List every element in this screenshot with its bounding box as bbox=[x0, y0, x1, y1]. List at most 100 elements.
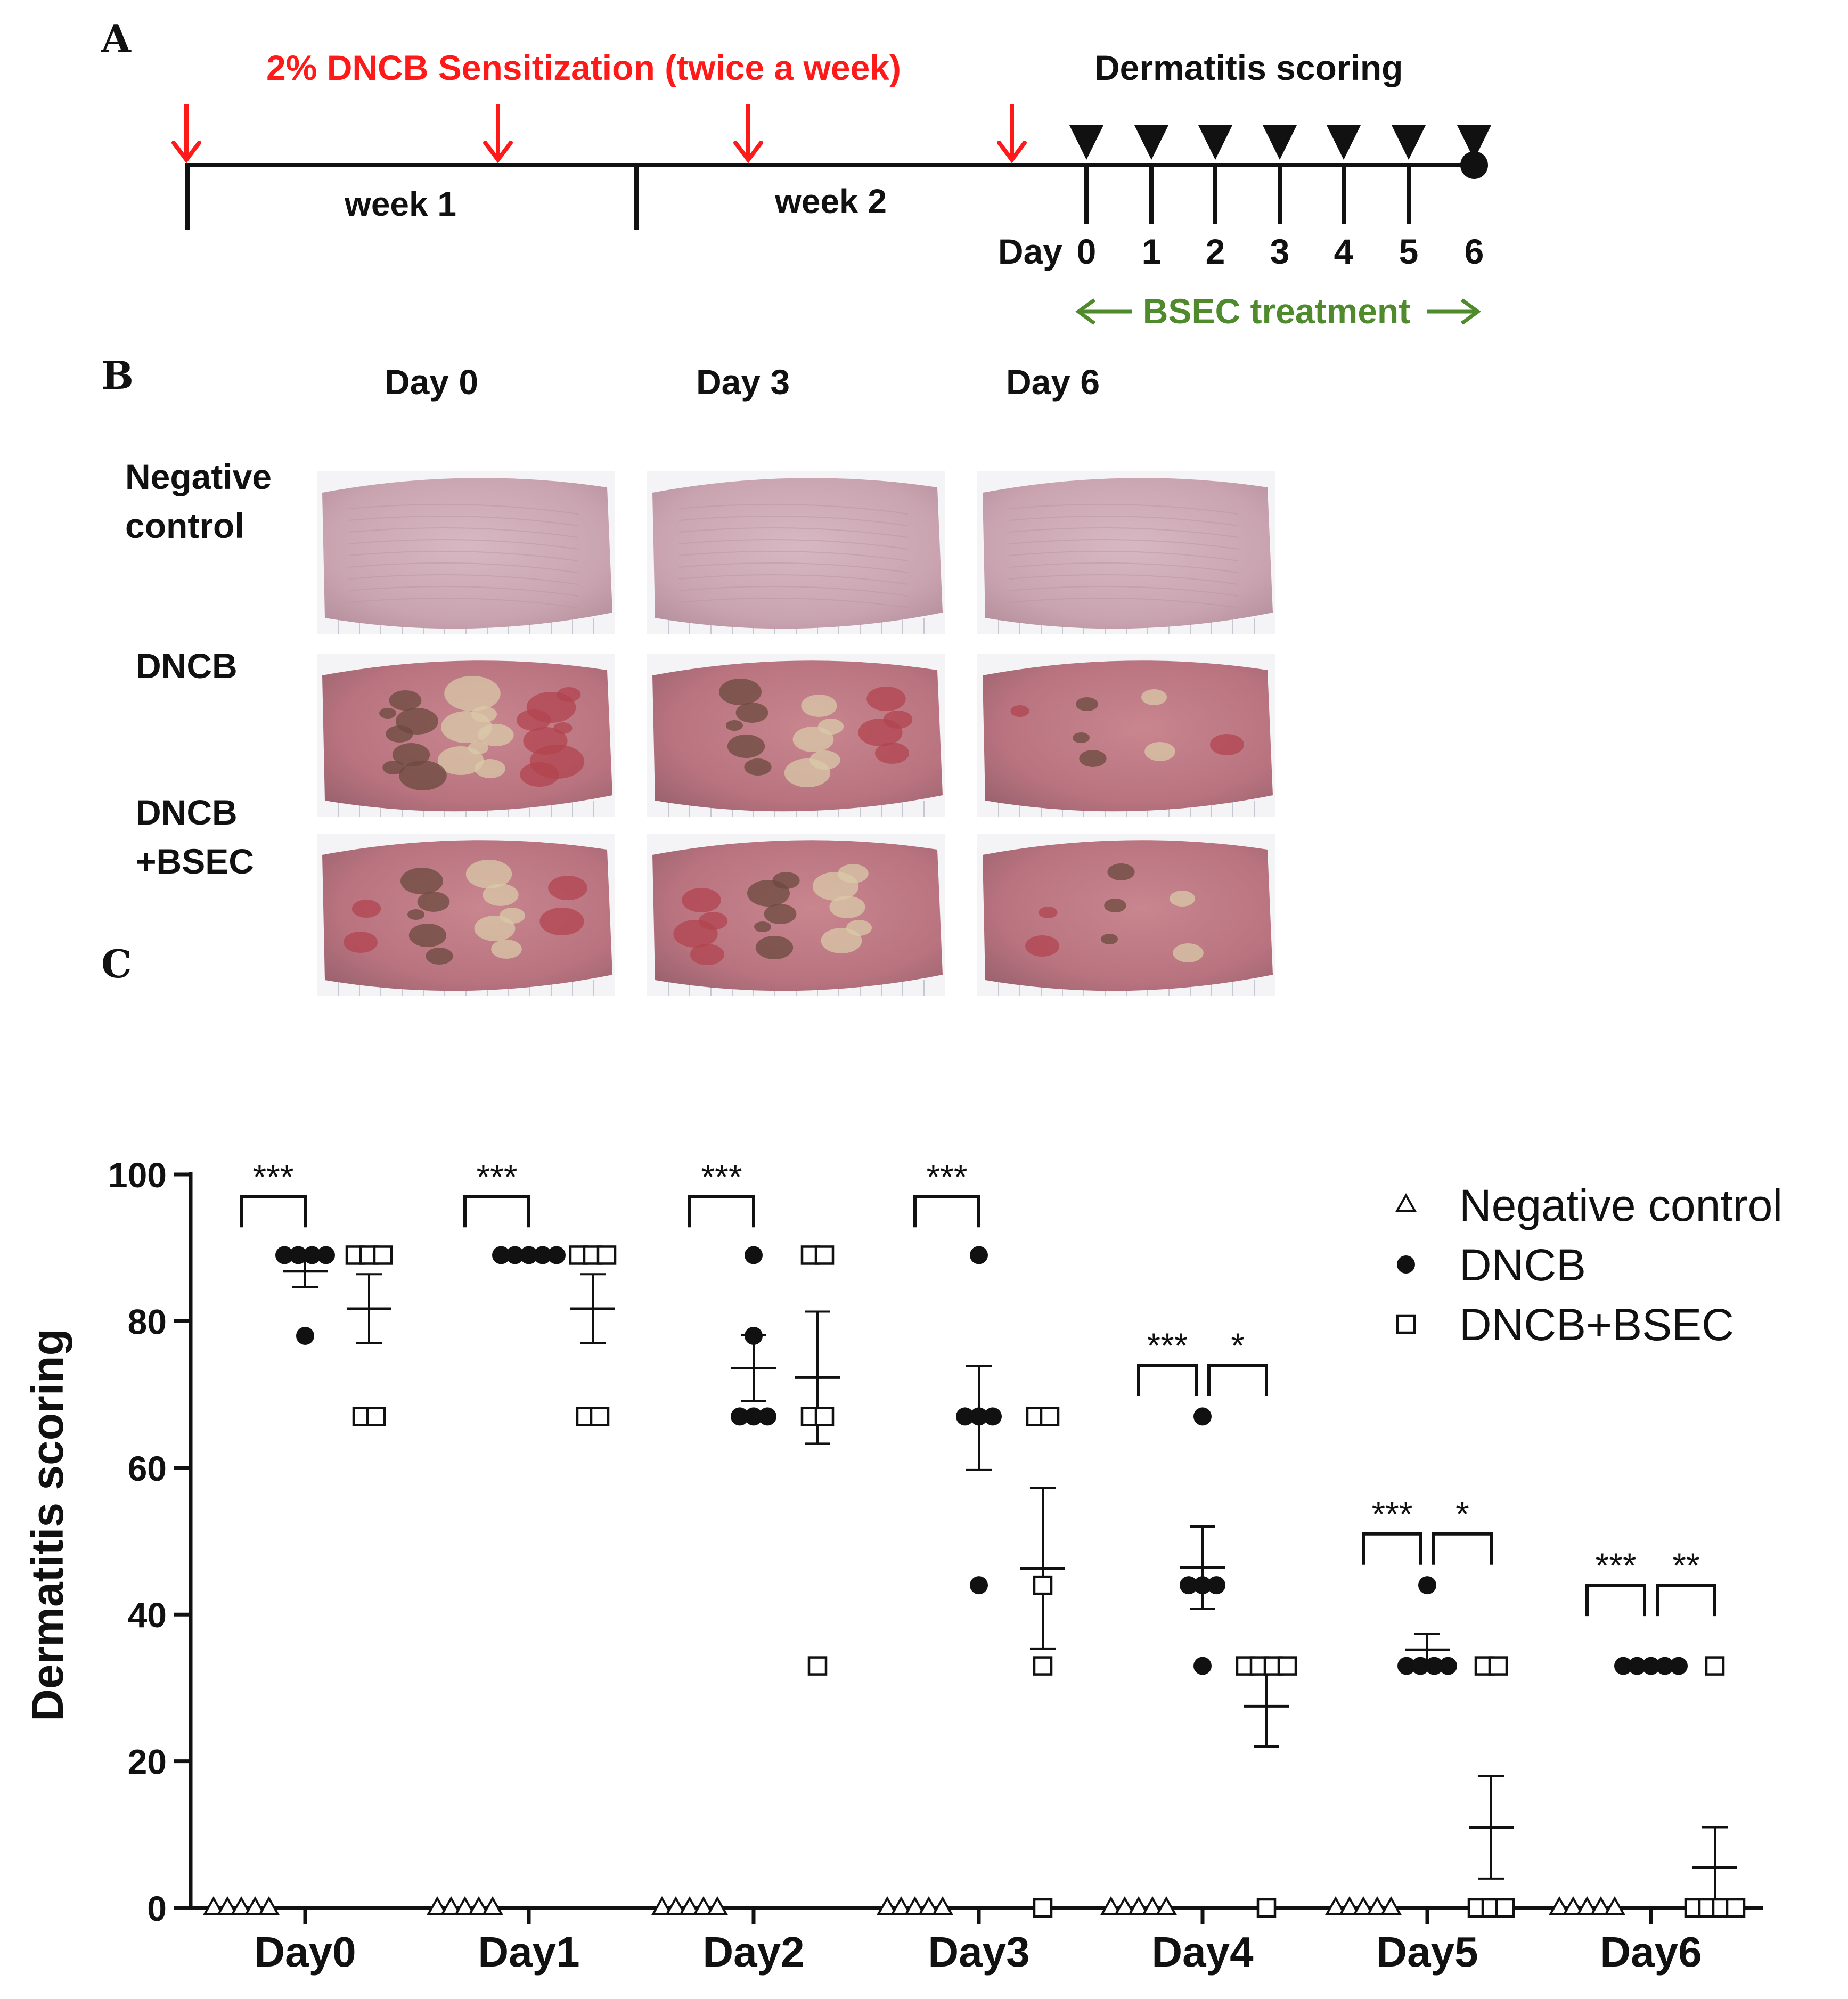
legend-label-1: DNCB bbox=[1459, 1240, 1586, 1290]
point-square-open bbox=[1256, 1898, 1277, 1918]
photo-lesion bbox=[1141, 689, 1167, 705]
photo-column-header-day6: Day 6 bbox=[1006, 362, 1100, 402]
scoring-marker-2 bbox=[1198, 125, 1232, 160]
significance-label: *** bbox=[926, 1157, 967, 1196]
point-circle-filled bbox=[1614, 1657, 1632, 1675]
point-triangle-open bbox=[1324, 1896, 1347, 1915]
photo-skin-line bbox=[678, 516, 909, 526]
photo-column-header-day0: Day 0 bbox=[385, 362, 478, 402]
photo-lesion bbox=[468, 741, 489, 754]
point-circle-filled bbox=[534, 1246, 552, 1264]
photo-lesion bbox=[838, 864, 869, 883]
point-circle-filled bbox=[1642, 1657, 1660, 1675]
day-number-1: 1 bbox=[1142, 232, 1162, 271]
photo-r2-c2 bbox=[977, 834, 1275, 996]
point-square-open bbox=[1495, 1898, 1515, 1918]
treatment-arrow-right-head bbox=[1460, 298, 1481, 325]
photo-lesion bbox=[396, 708, 438, 735]
photo-lesion bbox=[755, 936, 794, 959]
photo-skin bbox=[983, 660, 1273, 812]
x-tick-label: Day5 bbox=[1376, 1928, 1478, 1976]
photo-lesion bbox=[483, 884, 519, 906]
significance-bracket bbox=[1137, 1364, 1198, 1397]
point-triangle-open bbox=[440, 1896, 462, 1915]
photo-skin-line bbox=[348, 562, 578, 573]
photo-skin-line bbox=[1009, 539, 1239, 550]
photo-lesion bbox=[764, 904, 797, 924]
point-circle-filled bbox=[956, 1407, 974, 1426]
photo-lesion bbox=[1076, 697, 1098, 711]
point-triangle-open bbox=[1590, 1896, 1612, 1915]
point-triangle-open bbox=[1366, 1896, 1388, 1915]
photo-lesion bbox=[1039, 907, 1058, 918]
y-tick-label: 40 bbox=[128, 1595, 167, 1635]
point-triangle-open bbox=[890, 1896, 912, 1915]
point-circle-filled bbox=[1670, 1657, 1688, 1675]
week-2-label: week 2 bbox=[774, 182, 887, 221]
photo-lesion bbox=[399, 761, 447, 790]
photo-skin-line bbox=[348, 598, 578, 608]
point-circle-filled bbox=[1193, 1657, 1212, 1675]
day-number-2: 2 bbox=[1206, 232, 1225, 271]
x-tick-label: Day4 bbox=[1151, 1928, 1254, 1976]
significance-label: *** bbox=[1371, 1495, 1412, 1534]
photo-lesion bbox=[475, 759, 505, 778]
significance-bracket bbox=[240, 1195, 307, 1228]
photo-lesion bbox=[801, 695, 837, 717]
day-number-0: 0 bbox=[1077, 232, 1097, 271]
scoring-marker-6 bbox=[1457, 125, 1491, 160]
point-square-open bbox=[1040, 1407, 1060, 1426]
photo-lesion bbox=[426, 948, 453, 965]
photo-skin-line bbox=[1009, 598, 1239, 608]
photo-lesion bbox=[1173, 943, 1204, 962]
scoring-marker-0 bbox=[1069, 125, 1103, 160]
photo-skin-line bbox=[348, 516, 578, 526]
photo-lesion bbox=[351, 900, 381, 918]
photo-skin-line bbox=[1009, 551, 1239, 561]
week-1-label: week 1 bbox=[344, 185, 456, 223]
significance-label: * bbox=[1455, 1495, 1469, 1534]
point-circle-filled bbox=[1628, 1657, 1646, 1675]
photo-lesion bbox=[829, 896, 865, 918]
point-circle-filled bbox=[745, 1246, 763, 1264]
point-circle-filled bbox=[1425, 1657, 1443, 1675]
point-square-open bbox=[1726, 1898, 1746, 1918]
photo-lesion bbox=[444, 676, 501, 711]
significance-label: ** bbox=[1672, 1546, 1699, 1585]
y-tick-label: 0 bbox=[147, 1889, 167, 1928]
sensitization-arrow-head-2 bbox=[733, 141, 763, 164]
day-number-4: 4 bbox=[1334, 232, 1354, 271]
sensitization-arrow-head-3 bbox=[997, 141, 1027, 164]
legend-label-0: Negative control bbox=[1459, 1180, 1782, 1230]
treatment-arrow bbox=[1075, 298, 1481, 325]
point-triangle-open bbox=[876, 1896, 898, 1915]
point-circle-filled bbox=[984, 1407, 1002, 1426]
photo-lesion bbox=[408, 924, 447, 947]
point-triangle-open bbox=[426, 1896, 448, 1915]
photo-lesion bbox=[735, 703, 768, 723]
point-triangle-open bbox=[904, 1896, 926, 1915]
photo-skin-line bbox=[678, 504, 909, 515]
row-label-negative-line1: Negative bbox=[125, 457, 272, 496]
photo-lesion bbox=[1025, 935, 1059, 957]
point-triangle-open bbox=[481, 1896, 504, 1915]
significance-bracket bbox=[463, 1195, 530, 1228]
photo-lesion bbox=[400, 868, 443, 894]
point-square-open bbox=[814, 1245, 835, 1265]
photo-lesion bbox=[465, 860, 512, 888]
photo-r2-c1 bbox=[647, 834, 945, 996]
row-label-negative-line2: control bbox=[125, 506, 244, 545]
point-square-open bbox=[1033, 1656, 1053, 1676]
y-axis-label: Dermatitis scoring bbox=[22, 1328, 72, 1721]
point-circle-filled bbox=[317, 1246, 335, 1264]
significance-label: *** bbox=[252, 1157, 293, 1196]
photo-skin bbox=[322, 840, 612, 991]
photo-skin-line bbox=[1009, 527, 1239, 538]
scoring-label: Dermatitis scoring bbox=[1094, 48, 1403, 87]
point-triangle-open bbox=[692, 1896, 715, 1915]
x-tick-label: Day1 bbox=[478, 1928, 579, 1976]
photo-skin-line bbox=[678, 562, 909, 573]
photo-skin-line bbox=[678, 539, 909, 550]
day-number-5: 5 bbox=[1399, 232, 1419, 271]
